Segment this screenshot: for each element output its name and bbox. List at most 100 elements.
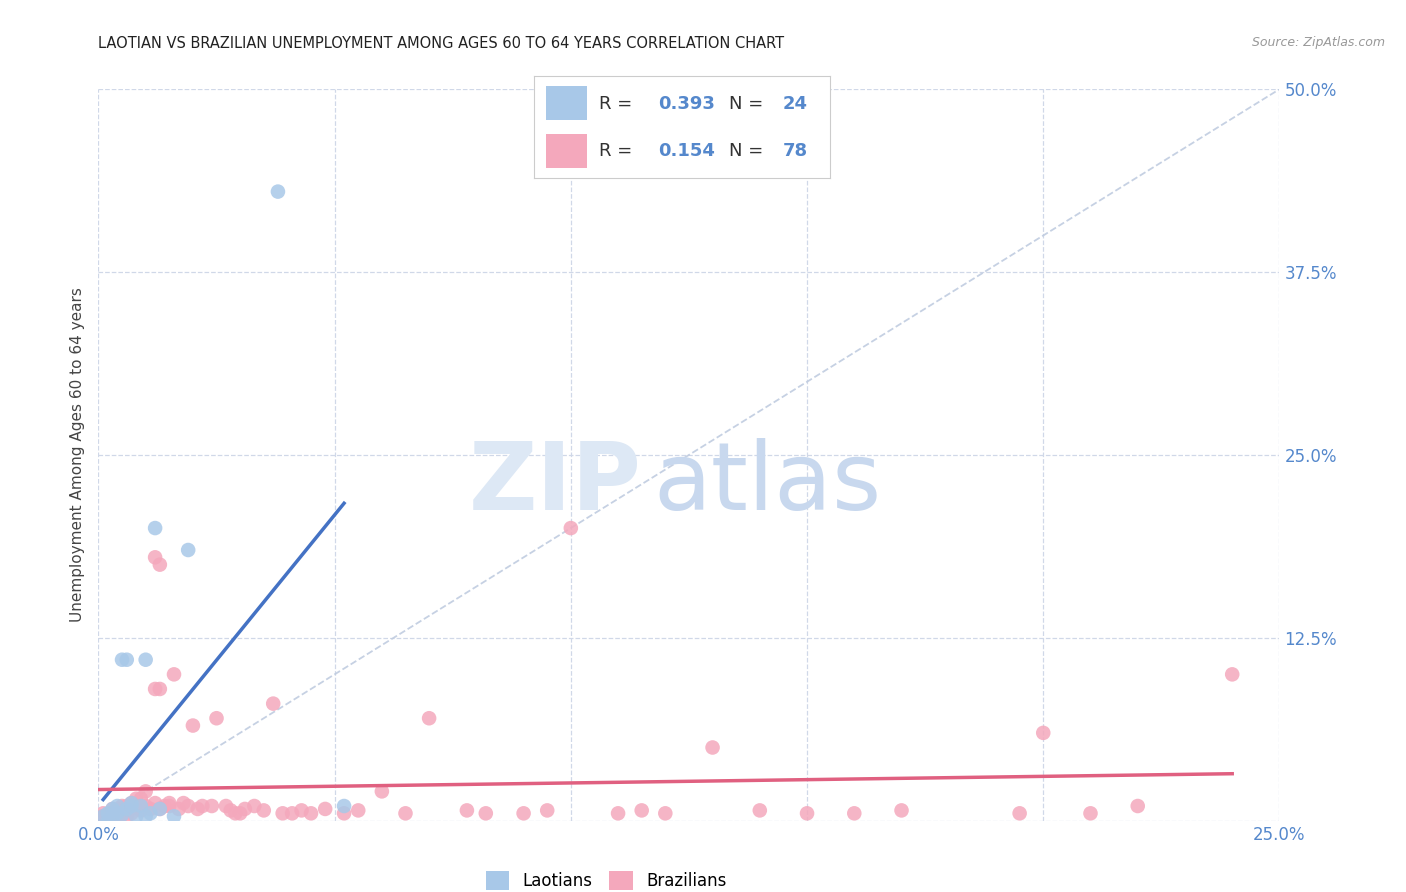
- Point: [115, 809, 138, 823]
- Y-axis label: Unemployment Among Ages 60 to 64 years: Unemployment Among Ages 60 to 64 years: [70, 287, 86, 623]
- Point: [111, 802, 134, 816]
- Point: [201, 799, 224, 814]
- Point: [299, 806, 322, 821]
- Point: [101, 809, 124, 823]
- Point: [149, 802, 172, 816]
- Point: [796, 806, 818, 821]
- Point: [1008, 806, 1031, 821]
- Point: [536, 804, 558, 818]
- Point: [101, 802, 124, 816]
- Point: [191, 799, 214, 814]
- Point: [314, 802, 336, 816]
- Point: [101, 802, 124, 816]
- Point: [890, 804, 912, 818]
- Point: [333, 799, 356, 814]
- Point: [105, 799, 128, 814]
- Point: [456, 804, 478, 818]
- Point: [1220, 667, 1243, 681]
- Point: [177, 799, 200, 814]
- Point: [157, 796, 180, 810]
- Text: N =: N =: [730, 142, 769, 160]
- Text: R =: R =: [599, 142, 638, 160]
- Point: [101, 809, 124, 823]
- Point: [149, 558, 172, 572]
- Point: [125, 791, 148, 805]
- Point: [702, 740, 724, 755]
- Point: [111, 653, 134, 667]
- Point: [135, 809, 157, 823]
- Point: [121, 796, 143, 810]
- Point: [97, 806, 120, 821]
- Point: [371, 784, 394, 798]
- Point: [121, 806, 143, 821]
- Point: [105, 809, 128, 823]
- Text: LAOTIAN VS BRAZILIAN UNEMPLOYMENT AMONG AGES 60 TO 64 YEARS CORRELATION CHART: LAOTIAN VS BRAZILIAN UNEMPLOYMENT AMONG …: [98, 36, 785, 51]
- Point: [290, 804, 312, 818]
- Point: [167, 802, 190, 816]
- Point: [1080, 806, 1102, 821]
- Point: [129, 804, 152, 818]
- Point: [149, 681, 172, 696]
- Point: [143, 521, 166, 535]
- Text: N =: N =: [730, 95, 769, 112]
- Point: [143, 550, 166, 565]
- Point: [97, 811, 120, 825]
- Point: [187, 802, 209, 816]
- Text: ZIP: ZIP: [468, 438, 641, 530]
- Point: [229, 806, 252, 821]
- Point: [267, 185, 290, 199]
- Point: [125, 799, 148, 814]
- Point: [219, 804, 242, 818]
- Point: [224, 806, 246, 821]
- Point: [121, 802, 143, 816]
- Point: [143, 796, 166, 810]
- Point: [253, 804, 276, 818]
- Point: [111, 807, 134, 822]
- Point: [121, 796, 143, 810]
- Point: [111, 807, 134, 822]
- Point: [233, 802, 256, 816]
- Point: [91, 806, 114, 821]
- Point: [105, 802, 128, 816]
- Point: [125, 809, 148, 823]
- Point: [1126, 799, 1149, 814]
- Text: 24: 24: [782, 95, 807, 112]
- Point: [181, 718, 204, 732]
- Point: [205, 711, 228, 725]
- Point: [115, 802, 138, 816]
- Text: atlas: atlas: [654, 438, 882, 530]
- Point: [215, 799, 238, 814]
- Point: [748, 804, 770, 818]
- Text: 0.154: 0.154: [658, 142, 716, 160]
- Text: 0.393: 0.393: [658, 95, 716, 112]
- Point: [111, 799, 134, 814]
- Point: [1032, 726, 1054, 740]
- Point: [135, 653, 157, 667]
- Point: [135, 799, 157, 814]
- Point: [143, 681, 166, 696]
- Point: [163, 809, 186, 823]
- Point: [105, 806, 128, 821]
- Point: [91, 809, 114, 823]
- Point: [630, 804, 652, 818]
- Point: [139, 802, 162, 816]
- Point: [560, 521, 582, 535]
- Point: [243, 799, 266, 814]
- Point: [135, 784, 157, 798]
- Point: [149, 802, 172, 816]
- Point: [281, 806, 304, 821]
- Point: [654, 806, 676, 821]
- Legend: Laotians, Brazilians: Laotians, Brazilians: [479, 863, 733, 892]
- Point: [475, 806, 498, 821]
- Point: [153, 799, 176, 814]
- Point: [91, 809, 114, 823]
- Point: [97, 807, 120, 822]
- Bar: [546, 135, 588, 168]
- Text: Source: ZipAtlas.com: Source: ZipAtlas.com: [1251, 36, 1385, 49]
- Point: [333, 806, 356, 821]
- Point: [121, 799, 143, 814]
- Point: [115, 799, 138, 814]
- Point: [177, 543, 200, 558]
- Point: [394, 806, 416, 821]
- Point: [347, 804, 370, 818]
